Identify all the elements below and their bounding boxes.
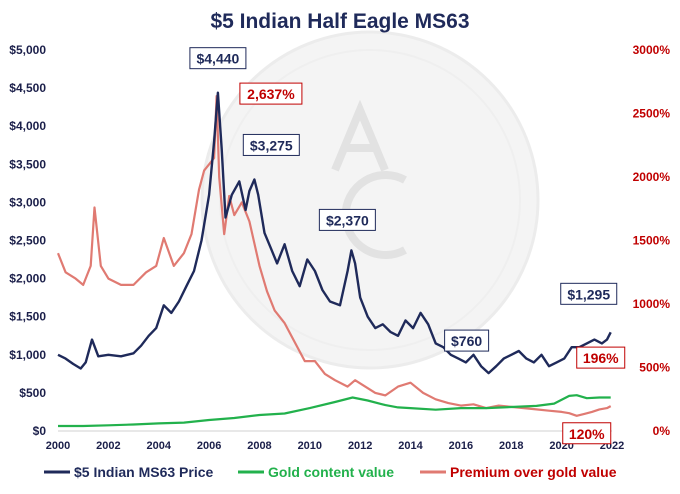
annotation-callout: 120% — [562, 422, 612, 445]
annotation-box — [318, 208, 376, 231]
y-left-tick-label: $3,000 — [9, 195, 46, 209]
annotations: $4,440 2,637% $3,275 $2,370 $1,295 $760 196% 12… — [189, 47, 626, 445]
x-tick-label: 2010 — [298, 440, 322, 452]
annotation-label: $4,440 — [196, 51, 239, 67]
y-right-tick-label: 1500% — [633, 234, 671, 248]
watermark-logo — [200, 30, 540, 370]
annotation-callout: $1,295 — [560, 282, 618, 305]
series-group — [56, 91, 612, 428]
annotation-box — [560, 282, 618, 305]
x-tick-label: 2008 — [247, 440, 271, 452]
y-left-tick-label: $4,000 — [9, 119, 46, 133]
legend: $5 Indian MS63 Price Gold content value … — [44, 464, 617, 480]
annotation-label: 2,637% — [247, 86, 295, 102]
annotation-label: 120% — [569, 426, 605, 442]
y-left-tick-label: $5,000 — [9, 43, 46, 57]
y-left-tick-label: $500 — [19, 386, 46, 400]
y-right-tick-label: 2000% — [633, 170, 671, 184]
y-left-tick-label: $2,500 — [9, 234, 46, 248]
x-tick-label: 2000 — [46, 440, 70, 452]
annotation-label: 196% — [583, 350, 619, 366]
annotation-callout: $760 — [444, 329, 490, 352]
annotation-box — [562, 422, 612, 445]
y-left-tick-label: $1,500 — [9, 310, 46, 324]
x-tick-label: 2014 — [398, 440, 423, 452]
annotation-box — [444, 329, 490, 352]
annotation-label: $2,370 — [326, 212, 369, 228]
x-tick-label: 2018 — [499, 440, 523, 452]
y-right-tick-label: 3000% — [633, 43, 671, 57]
series-line-gold — [58, 394, 611, 428]
chart-title: $5 Indian Half Eagle MS63 — [210, 10, 469, 33]
annotation-callout: $3,275 — [242, 133, 300, 156]
annotation-box — [242, 133, 300, 156]
annotation-box — [189, 47, 247, 70]
y-left-tick-label: $3,500 — [9, 157, 46, 171]
x-tick-label: 2012 — [348, 440, 372, 452]
x-tick-label: 2002 — [96, 440, 120, 452]
y-left-tick-label: $4,500 — [9, 81, 46, 95]
y-left-tick-label: $1,000 — [9, 348, 46, 362]
annotation-label: $760 — [451, 333, 482, 349]
legend-label-premium: Premium over gold value — [450, 464, 617, 480]
y-right-tick-label: 500% — [639, 361, 670, 375]
x-tick-label: 2006 — [197, 440, 221, 452]
annotation-box — [576, 346, 626, 369]
annotation-callout: 2,637% — [239, 82, 303, 105]
y-left-tick-label: $2,000 — [9, 272, 46, 286]
series-line-premium — [56, 95, 612, 417]
annotation-label: $3,275 — [250, 137, 293, 153]
y-right-tick-label: 2500% — [633, 107, 671, 121]
y-right-tick-label: 0% — [653, 424, 671, 438]
annotation-callout: 196% — [576, 346, 626, 369]
x-tick-label: 2016 — [449, 440, 473, 452]
y-left-tick-label: $0 — [33, 424, 47, 438]
x-tick-label: 2004 — [146, 440, 171, 452]
legend-label-gold: Gold content value — [268, 464, 394, 480]
annotation-callout: $4,440 — [189, 47, 247, 70]
series-line-price — [57, 91, 612, 375]
annotation-label: $1,295 — [567, 286, 610, 302]
legend-label-price: $5 Indian MS63 Price — [74, 464, 213, 480]
annotation-box — [239, 82, 303, 105]
annotation-callout: $2,370 — [318, 208, 376, 231]
y-right-tick-label: 1000% — [633, 297, 671, 311]
axes: 2000 2002 2004 2006 2008 2010 2012 2014 2016 2018… — [9, 43, 670, 452]
